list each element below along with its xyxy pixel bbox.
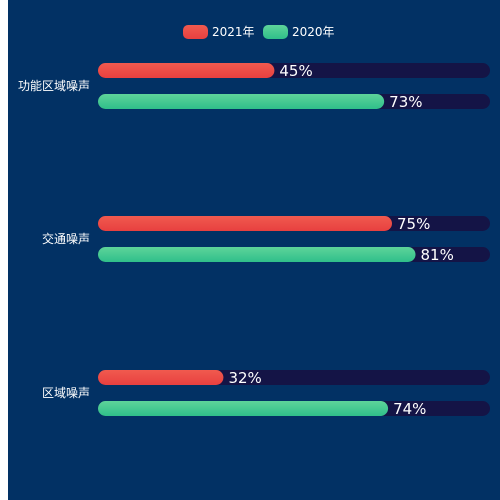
category-group: 区域噪声 32% 74% [42,369,490,418]
category-group: 交通噪声 75% 81% [42,215,490,264]
legend-swatch-1 [263,25,288,39]
legend-item-0[interactable]: 2021年 [183,25,255,39]
bar[interactable] [98,247,416,262]
data-label: 75% [397,215,430,233]
bar[interactable] [98,401,389,416]
category-label: 区域噪声 [42,386,90,400]
category-label: 交通噪声 [42,231,90,246]
chart-legend[interactable]: 2021年 2020年 [183,25,335,39]
data-label: 74% [393,400,426,418]
legend-label-0: 2021年 [212,25,255,39]
legend-swatch-0 [183,25,208,39]
data-label: 73% [389,93,422,111]
bar[interactable] [98,94,385,109]
bar[interactable] [98,63,275,78]
category-label: 功能区域噪声 [18,79,90,93]
data-label: 32% [228,369,261,387]
data-label: 81% [421,246,454,264]
bar[interactable] [98,216,392,231]
bar[interactable] [98,370,224,385]
data-label: 45% [279,62,312,80]
plot-area: 功能区域噪声 45% 73% 交通噪声 75% 81% 区域噪声 32% 74% [18,62,490,418]
category-group: 功能区域噪声 45% 73% [18,62,490,111]
legend-label-1: 2020年 [292,25,335,39]
legend-item-1[interactable]: 2020年 [263,25,335,39]
